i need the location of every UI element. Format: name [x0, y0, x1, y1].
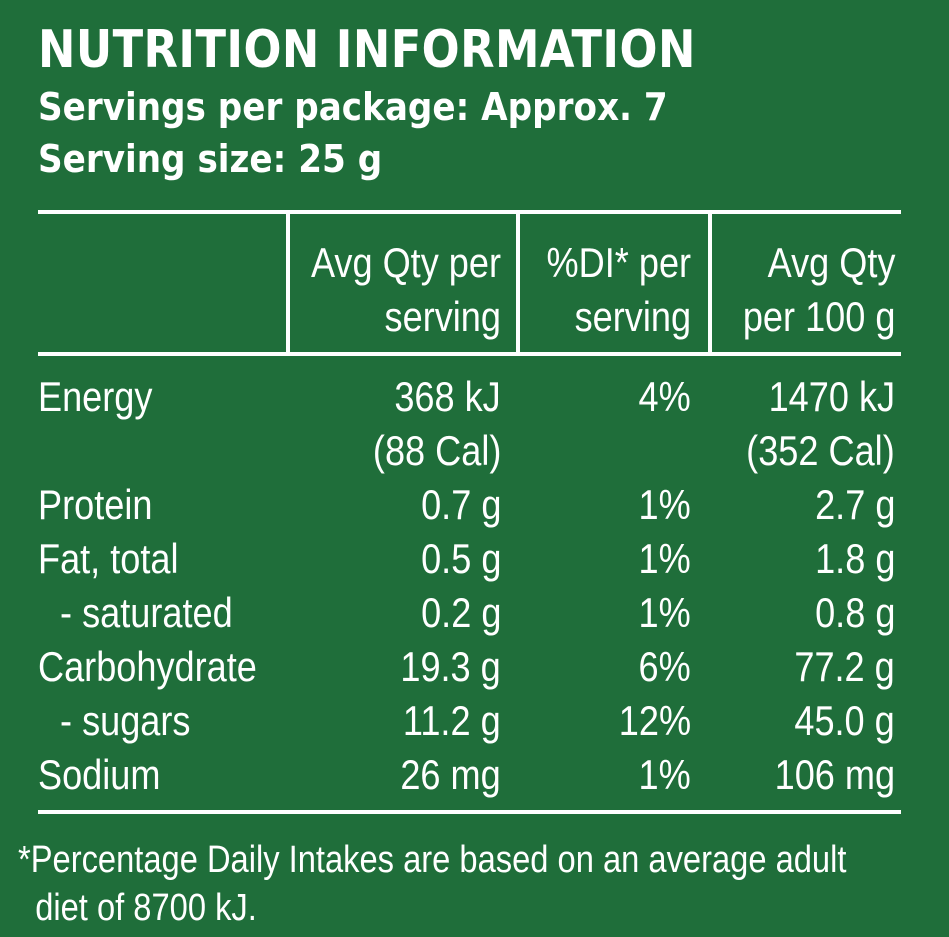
fat-total-di: 1%: [638, 535, 691, 582]
table-column-divider: [516, 210, 520, 354]
energy-per-serving-kj: 368 kJ: [394, 373, 501, 420]
carbohydrate-di: 6%: [638, 643, 691, 690]
table-top-rule: [38, 210, 901, 214]
energy-per-serving-cal: (88 Cal): [372, 427, 501, 474]
carbohydrate-per-100g: 77.2 g: [794, 643, 895, 690]
header-per-100g-line1: Avg Qty: [767, 239, 895, 286]
header-per-serving: Avg Qty per serving: [311, 236, 501, 344]
sugars-per-100g: 45.0 g: [794, 697, 895, 744]
carbohydrate-per-serving: 19.3 g: [400, 643, 501, 690]
panel-title: NUTRITION INFORMATION: [38, 20, 696, 80]
row-label-energy: Energy: [38, 373, 153, 420]
nutrition-table: Avg Qty per serving %DI* per serving Avg…: [38, 210, 901, 814]
sodium-per-100g: 106 mg: [774, 751, 895, 798]
energy-per-100g-kj: 1470 kJ: [768, 373, 895, 420]
table-column-divider: [286, 210, 290, 354]
footnote-line2: diet of 8700 kJ.: [35, 887, 257, 929]
table-header-rule: [38, 352, 901, 356]
row-label-fat-total: Fat, total: [38, 535, 179, 582]
sodium-di: 1%: [638, 751, 691, 798]
servings-per-package: Servings per package: Approx. 7: [38, 85, 668, 129]
header-di: %DI* per serving: [546, 236, 691, 344]
row-label-sugars: - sugars: [60, 697, 191, 744]
fat-total-per-100g: 1.8 g: [814, 535, 895, 582]
sugars-per-serving: 11.2 g: [403, 697, 501, 744]
table-bottom-rule: [38, 810, 901, 814]
fat-total-per-serving: 0.5 g: [420, 535, 501, 582]
protein-per-100g: 2.7 g: [814, 481, 895, 528]
row-label-carbohydrate: Carbohydrate: [38, 643, 257, 690]
header-di-line1: %DI* per: [546, 239, 691, 286]
energy-per-100g-cal: (352 Cal): [746, 427, 895, 474]
energy-di: 4%: [638, 373, 691, 420]
saturated-per-serving: 0.2 g: [420, 589, 501, 636]
header-di-line2: serving: [574, 293, 691, 340]
saturated-di: 1%: [638, 589, 691, 636]
row-label-saturated: - saturated: [60, 589, 233, 636]
header-per-100g: Avg Qty per 100 g: [742, 236, 895, 344]
footnote-line1: *Percentage Daily Intakes are based on a…: [18, 839, 847, 881]
sugars-di: 12%: [618, 697, 691, 744]
footnote: *Percentage Daily Intakes are based on a…: [18, 836, 846, 932]
serving-size: Serving size: 25 g: [38, 137, 383, 181]
protein-di: 1%: [638, 481, 691, 528]
sodium-per-serving: 26 mg: [400, 751, 501, 798]
row-label-protein: Protein: [38, 481, 153, 528]
saturated-per-100g: 0.8 g: [814, 589, 895, 636]
row-label-sodium: Sodium: [38, 751, 161, 798]
header-per-100g-line2: per 100 g: [742, 293, 895, 340]
header-per-serving-line2: serving: [384, 293, 501, 340]
protein-per-serving: 0.7 g: [420, 481, 501, 528]
header-per-serving-line1: Avg Qty per: [310, 239, 501, 286]
table-column-divider: [708, 210, 712, 354]
